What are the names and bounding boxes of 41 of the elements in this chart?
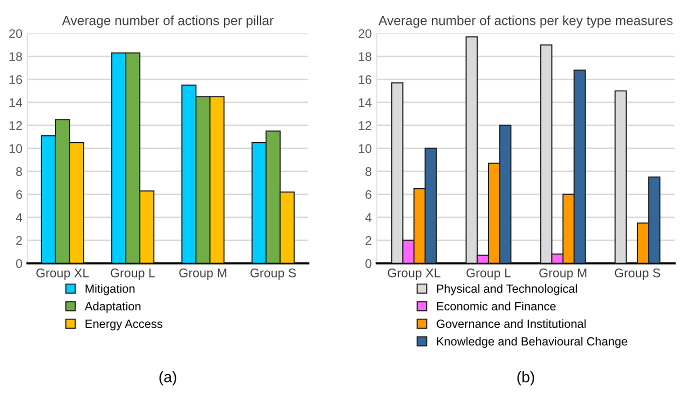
y-tick-label: 6 [16,190,22,199]
y-tick-label: 8 [16,167,22,176]
y-tick-label: 2 [16,236,22,245]
x-tick-label: Group L [110,268,155,280]
legend-label: Governance and Institutional [436,319,586,328]
y-tick-label: 0 [365,259,372,268]
y-tick-label: 6 [366,190,372,199]
x-tick-label: Group S [250,268,296,280]
y-tick-label: 4 [365,213,372,222]
y-tick-label: 12 [358,121,372,130]
x-tick-label: Group XL [388,268,440,280]
x-tick-label: Group M [179,268,226,280]
y-tick-label: 20 [9,29,22,38]
legend-label: Mitigation [86,284,134,296]
x-tick-label: Group M [539,268,586,280]
y-tick-label: 8 [365,167,372,176]
text: (b) [517,371,534,386]
y-tick-label: 16 [358,75,372,84]
legend-label: Knowledge and Behavioural Change [437,336,628,348]
y-tick-label: 18 [358,52,372,62]
chart-title: Average number of actions per key type measures [378,16,673,28]
legend-label: Adaptation [84,302,140,313]
y-tick-label: 12 [10,121,22,130]
y-tick-label: 2 [366,236,372,245]
text: (a) [159,371,176,386]
y-tick-label: 0 [16,259,22,268]
y-tick-label: 14 [10,98,22,107]
y-tick-label: 10 [358,144,372,154]
x-tick-label: Group S [614,268,660,280]
x-tick-label: Group L [466,268,511,280]
y-tick-label: 10 [10,144,22,154]
legend-label: Physical and Technological [437,284,577,296]
y-tick-label: 16 [10,75,22,84]
y-tick-label: 18 [10,52,22,62]
chart-title: Average number of actions per pillar [62,16,274,28]
y-tick-label: 4 [16,213,22,222]
y-tick-label: 20 [358,29,372,38]
legend-label: Energy Access [86,320,162,330]
x-tick-label: Group XL [36,268,89,280]
legend-label: Economic and Finance [437,302,556,310]
y-tick-label: 14 [358,98,372,107]
